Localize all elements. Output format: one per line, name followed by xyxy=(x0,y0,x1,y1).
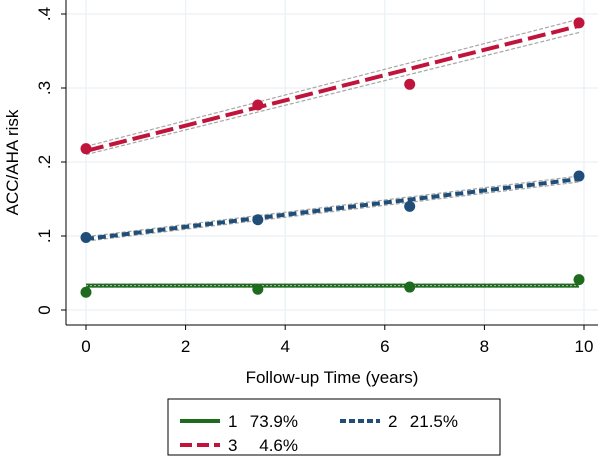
x-tick-label: 8 xyxy=(480,337,489,356)
legend-box xyxy=(167,398,501,456)
legend-label-series-3: 3 xyxy=(228,436,237,455)
x-tick-label: 4 xyxy=(280,337,289,356)
series-1-point xyxy=(404,281,416,293)
legend: 1 73.9% 2 21.5% 3 4.6% xyxy=(167,398,501,456)
x-tick-label: 10 xyxy=(575,337,594,356)
series-3-point xyxy=(404,78,416,90)
legend-share-series-2: 21.5% xyxy=(410,412,458,431)
series-3-point xyxy=(252,99,264,111)
series-2-point xyxy=(80,231,92,243)
x-tick-label: 6 xyxy=(380,337,389,356)
legend-share-series-3: 4.6% xyxy=(259,436,298,455)
x-tick-label: 2 xyxy=(181,337,190,356)
series-3-ci-upper xyxy=(85,18,580,148)
y-tick-label: .4 xyxy=(35,7,54,21)
x-axis-title: Follow-up Time (years) xyxy=(246,368,419,387)
series-2-ci-upper xyxy=(85,175,580,238)
ticks: 0 .1 .2 .3 .4 0 2 4 6 8 10 xyxy=(35,7,593,356)
fitted-lines xyxy=(85,23,580,288)
gridlines xyxy=(66,0,598,325)
series-1-point xyxy=(573,274,585,286)
series-1-point xyxy=(252,283,264,295)
series-1-point xyxy=(80,286,92,298)
series-2-point xyxy=(404,200,416,212)
series-3-point xyxy=(573,17,585,29)
legend-label-series-2: 2 xyxy=(388,412,397,431)
y-tick-label: .1 xyxy=(35,229,54,243)
legend-label-series-1: 1 xyxy=(228,412,237,431)
observed-points xyxy=(80,17,585,298)
y-axis-title: ACC/AHA risk xyxy=(3,109,22,215)
series-2-point xyxy=(573,170,585,182)
series-2-fitted-line xyxy=(85,177,580,241)
series-2-ci-lower xyxy=(85,181,580,242)
y-tick-label: 0 xyxy=(35,305,54,314)
series-3-fitted-line xyxy=(85,23,580,153)
series-2-point xyxy=(252,214,264,226)
legend-share-series-1: 73.9% xyxy=(250,412,298,431)
y-tick-label: .2 xyxy=(35,155,54,169)
y-tick-label: .3 xyxy=(35,81,54,95)
series-3-point xyxy=(80,143,92,155)
x-tick-label: 0 xyxy=(81,337,90,356)
series-3-ci-lower xyxy=(85,31,580,156)
